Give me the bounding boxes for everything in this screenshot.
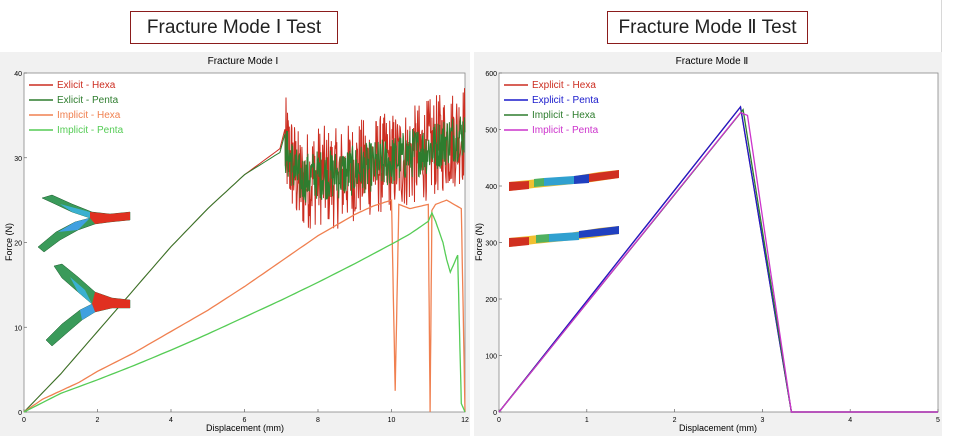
axis-ticks: 0 2 4 6 8 10 12 0 10 20 30 40 xyxy=(14,71,469,424)
series-group xyxy=(23,88,466,413)
x-axis-label: Displacement (mm) xyxy=(679,423,757,433)
x-axis-label: Displacement (mm) xyxy=(206,423,284,433)
y-tick-label: 300 xyxy=(485,241,497,248)
specimen-image-lower xyxy=(509,226,619,247)
x-tick-label: 3 xyxy=(760,417,764,424)
series-line xyxy=(23,88,466,413)
legend: Explicit - Hexa Explicit - Penta Implici… xyxy=(501,75,607,137)
y-tick-label: 400 xyxy=(485,184,497,191)
x-tick-label: 6 xyxy=(243,417,247,424)
legend-entry: Implicit - Hexa xyxy=(57,110,121,121)
legend: Exlicit - Hexa Exlicit - Penta Implicit … xyxy=(26,75,132,137)
mode2-chart: Fracture Mode Ⅱ 0 1 2 3 4 5 0 100 200 300 400 500 60… xyxy=(474,56,940,433)
mode1-heading-text: Fracture Mode Ⅰ Test xyxy=(146,17,322,38)
mode1-chart: Fracture Mode Ⅰ 0 2 4 6 8 10 12 0 10 20 30 40 Displ… xyxy=(4,56,469,433)
x-tick-label: 12 xyxy=(461,417,469,424)
y-tick-label: 40 xyxy=(14,71,22,78)
y-tick-label: 100 xyxy=(485,354,497,361)
legend-entry: Implicit - Hexa xyxy=(532,110,596,121)
mode2-chart-panel: Fracture Mode Ⅱ 0 1 2 3 4 5 0 100 200 300 400 500 60… xyxy=(474,52,942,436)
x-tick-label: 8 xyxy=(316,417,320,424)
mode1-heading: Fracture Mode Ⅰ Test xyxy=(130,11,338,44)
legend-entry: Exlicit - Penta xyxy=(57,95,119,106)
y-axis-label: Force (N) xyxy=(4,223,14,261)
legend-entry: Exlicit - Hexa xyxy=(57,80,116,91)
y-tick-label: 600 xyxy=(485,71,497,78)
legend-entry: Explicit - Penta xyxy=(532,95,599,106)
mode1-chart-panel: Fracture Mode Ⅰ 0 2 4 6 8 10 12 0 10 20 30 40 Displ… xyxy=(0,52,470,436)
series-line xyxy=(23,211,466,413)
legend-entry: Implicit - Penta xyxy=(57,125,124,136)
x-tick-label: 4 xyxy=(848,417,852,424)
chart-title: Fracture Mode Ⅱ xyxy=(676,56,749,67)
y-tick-label: 500 xyxy=(485,128,497,135)
x-tick-label: 2 xyxy=(96,417,100,424)
x-tick-label: 4 xyxy=(169,417,173,424)
y-tick-label: 10 xyxy=(14,325,22,332)
x-tick-label: 5 xyxy=(936,417,940,424)
y-tick-label: 20 xyxy=(14,241,22,248)
x-tick-label: 10 xyxy=(388,417,396,424)
series-line xyxy=(23,116,466,413)
x-tick-label: 0 xyxy=(22,417,26,424)
chart-title: Fracture Mode Ⅰ xyxy=(208,56,279,67)
axis-ticks: 0 1 2 3 4 5 0 100 200 300 400 500 600 xyxy=(485,71,940,424)
series-line xyxy=(498,111,938,413)
specimen-image-upper xyxy=(509,170,619,191)
mode2-heading: Fracture Mode Ⅱ Test xyxy=(607,11,808,44)
y-axis-label: Force (N) xyxy=(474,223,484,261)
y-tick-label: 30 xyxy=(14,156,22,163)
y-tick-label: 200 xyxy=(485,297,497,304)
series-line xyxy=(23,199,466,413)
specimen-image-upper xyxy=(37,194,131,253)
series-group xyxy=(498,105,938,413)
y-tick-label: 0 xyxy=(18,410,22,417)
legend-entry: Implicit - Penta xyxy=(532,125,599,136)
legend-entry: Explicit - Hexa xyxy=(532,80,596,91)
x-tick-label: 0 xyxy=(497,417,501,424)
specimen-image-lower xyxy=(45,263,131,347)
y-tick-label: 0 xyxy=(493,410,497,417)
x-tick-label: 2 xyxy=(673,417,677,424)
x-tick-label: 1 xyxy=(585,417,589,424)
mode2-heading-text: Fracture Mode Ⅱ Test xyxy=(618,17,797,38)
